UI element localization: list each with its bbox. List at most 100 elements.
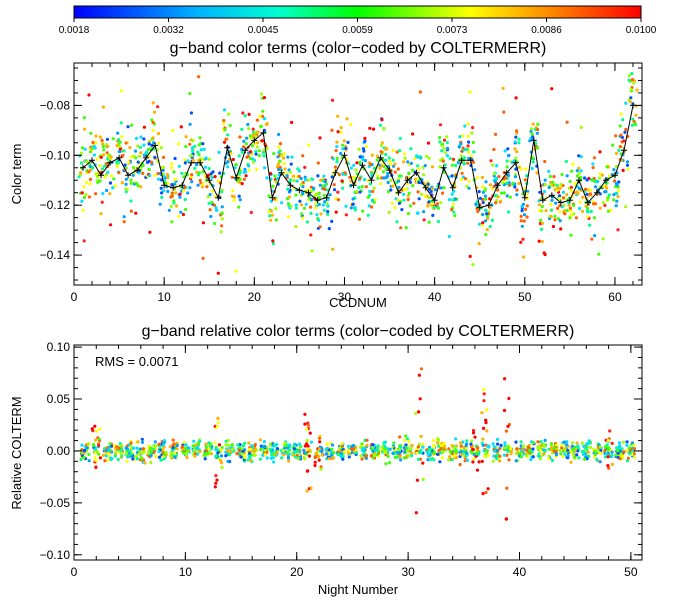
data-point [331, 456, 336, 460]
data-point [617, 180, 621, 184]
data-point [542, 190, 547, 194]
data-point [292, 447, 296, 451]
data-point [216, 416, 220, 420]
data-point [94, 429, 98, 433]
data-point [162, 189, 166, 193]
median-marker [233, 174, 240, 181]
data-point [237, 448, 241, 452]
data-point [368, 189, 372, 194]
data-point [529, 127, 534, 131]
data-point [287, 459, 291, 463]
data-point [531, 447, 535, 451]
data-point [579, 176, 583, 180]
data-point [339, 151, 343, 156]
x-tick-label: 30 [401, 565, 415, 579]
data-point [87, 442, 91, 446]
data-point [158, 202, 162, 206]
data-point [625, 163, 630, 167]
data-point [470, 131, 474, 135]
data-point [392, 441, 396, 445]
data-point [458, 441, 463, 445]
data-point [633, 122, 637, 126]
data-point [538, 457, 542, 461]
data-point [547, 457, 551, 461]
data-point [326, 212, 330, 216]
data-point [303, 412, 307, 416]
data-point [124, 182, 128, 186]
data-point [514, 440, 518, 444]
data-point [197, 153, 201, 157]
data-point [330, 98, 335, 102]
data-point [508, 195, 512, 199]
data-point [560, 443, 564, 447]
data-point [555, 188, 559, 192]
data-point [593, 452, 597, 456]
data-point [457, 158, 461, 162]
data-point [431, 438, 436, 443]
data-point [162, 452, 166, 457]
data-point [472, 457, 476, 461]
data-point [191, 444, 195, 448]
data-point [330, 219, 334, 223]
data-point [140, 440, 145, 444]
data-point [565, 440, 569, 444]
data-point [156, 132, 161, 136]
data-point [610, 450, 614, 454]
data-point [78, 154, 82, 158]
data-point [450, 192, 454, 196]
data-point [271, 242, 276, 246]
data-point [563, 448, 567, 452]
data-point [200, 185, 204, 189]
median-marker [395, 189, 402, 196]
data-point [477, 222, 482, 226]
data-point [206, 195, 210, 199]
data-point [429, 457, 433, 461]
data-point [475, 468, 480, 472]
data-point [621, 168, 625, 172]
data-point [414, 411, 418, 415]
median-marker [404, 177, 411, 184]
data-point [453, 453, 457, 457]
data-point [209, 214, 213, 219]
data-point [411, 168, 415, 172]
data-point [548, 174, 552, 179]
data-point [405, 449, 409, 453]
data-point [580, 209, 585, 213]
data-point [244, 174, 248, 178]
data-point [491, 459, 495, 463]
data-point [490, 218, 494, 222]
data-point [97, 437, 101, 441]
data-point [116, 131, 120, 135]
data-point [381, 450, 385, 454]
data-point [523, 178, 527, 182]
data-point [506, 424, 510, 428]
data-point [317, 455, 321, 459]
data-point [582, 452, 586, 457]
data-point [214, 481, 218, 485]
data-point [234, 269, 238, 273]
data-point [222, 140, 227, 144]
data-point [157, 450, 161, 454]
data-point [328, 193, 332, 197]
data-point [193, 166, 197, 170]
data-point [98, 135, 102, 139]
data-point [583, 176, 587, 180]
data-point [376, 174, 380, 178]
data-point [505, 486, 509, 490]
data-point [79, 457, 83, 462]
data-point [514, 135, 518, 139]
data-point [309, 486, 313, 490]
data-point [224, 443, 228, 447]
data-point [465, 439, 469, 443]
data-point [336, 114, 340, 118]
data-point [259, 447, 263, 452]
data-point [438, 140, 442, 144]
data-point [447, 234, 451, 239]
data-point [93, 456, 97, 460]
data-point [600, 173, 605, 177]
data-point [109, 155, 113, 159]
data-point [496, 442, 500, 446]
data-point [495, 437, 500, 441]
data-point [460, 171, 464, 175]
data-point [574, 216, 579, 220]
